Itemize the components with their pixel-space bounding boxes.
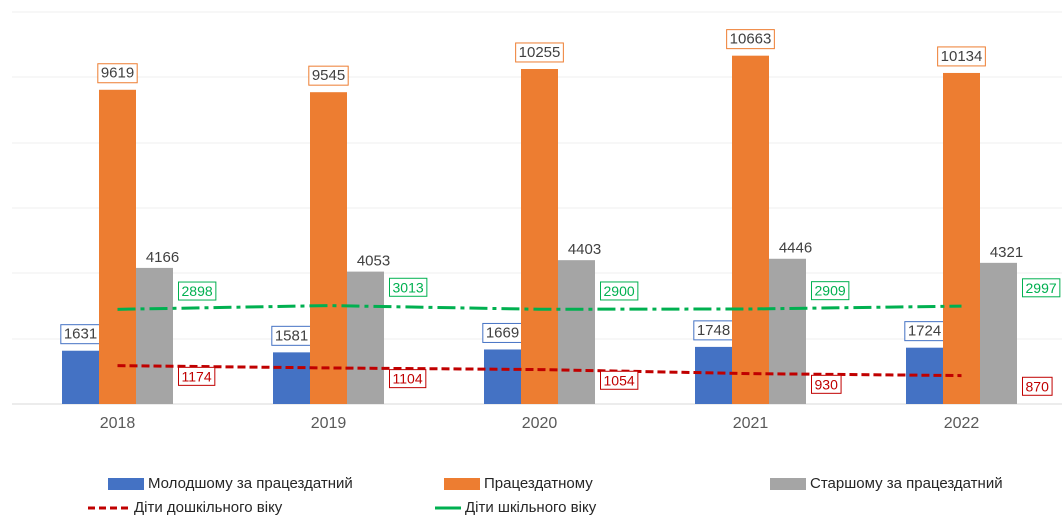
label-box (515, 42, 564, 63)
data-label: 1054 (604, 372, 635, 388)
label-box (600, 281, 639, 301)
bar (136, 267, 173, 404)
x-tick-label: 2018 (100, 415, 136, 432)
x-tick-label: 2019 (311, 415, 347, 432)
bar (62, 350, 99, 404)
label-box (811, 281, 850, 301)
data-label: 4053 (357, 253, 390, 270)
line-series (117, 364, 962, 378)
x-tick-label: 2021 (733, 415, 769, 432)
bar (732, 55, 769, 405)
data-label: 1669 (486, 324, 519, 341)
data-label: 1724 (908, 323, 941, 340)
data-label: 10255 (519, 44, 561, 61)
data-label: 9619 (101, 65, 134, 82)
label-box (726, 29, 775, 50)
label-box (389, 277, 428, 297)
legend-label: Старшому за працездатний (810, 475, 1003, 492)
legend-label: Діти шкільного віку (465, 499, 597, 516)
data-label: 4321 (990, 244, 1023, 261)
data-label: 1748 (697, 322, 730, 339)
label-box (937, 46, 986, 67)
bar (943, 72, 980, 405)
bar (310, 92, 347, 405)
data-label: 1581 (275, 327, 308, 344)
data-label: 1174 (182, 368, 212, 384)
data-label: 930 (815, 376, 839, 392)
label-box (811, 374, 842, 394)
data-label: 2898 (182, 283, 213, 299)
data-label: 1104 (393, 371, 423, 387)
label-box (178, 366, 216, 386)
legend-swatch (770, 478, 806, 490)
data-label: 4166 (146, 249, 179, 266)
legend-swatch (108, 478, 144, 490)
x-tick-label: 2022 (944, 415, 980, 432)
bar (769, 258, 806, 404)
bar (484, 349, 521, 404)
legend-label: Працездатному (484, 475, 593, 492)
label-box (600, 370, 639, 390)
data-label: 2909 (815, 283, 846, 299)
data-label: 4446 (779, 240, 812, 257)
data-label: 2900 (604, 283, 635, 299)
bar (695, 346, 732, 404)
data-label: 1631 (64, 326, 97, 343)
label-box (1022, 278, 1061, 298)
data-label: 2997 (1026, 280, 1057, 296)
bar (347, 271, 384, 404)
bar (99, 89, 136, 405)
data-label: 9545 (312, 67, 345, 84)
legend-label: Молодшому за працездатний (148, 475, 353, 492)
x-tick-label: 2020 (522, 415, 558, 432)
data-label: 10663 (730, 31, 772, 48)
bar (980, 262, 1017, 404)
legend-label: Діти дошкільного віку (134, 499, 283, 516)
data-label: 870 (1026, 378, 1050, 394)
label-box (97, 63, 138, 84)
legend-swatch (444, 478, 480, 490)
line-series (117, 304, 962, 311)
bar (558, 260, 595, 404)
label-box (1022, 376, 1053, 396)
bar (273, 352, 310, 404)
bar (521, 69, 558, 405)
data-label: 10134 (941, 48, 983, 65)
label-box (308, 65, 349, 86)
label-box (178, 281, 217, 301)
label-box (389, 369, 427, 389)
data-label: 4403 (568, 241, 601, 258)
data-label: 3013 (393, 279, 424, 295)
